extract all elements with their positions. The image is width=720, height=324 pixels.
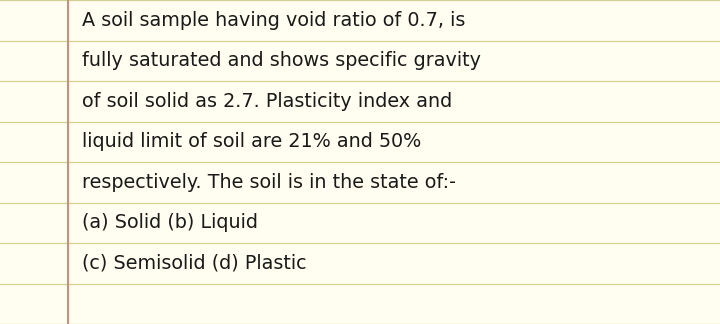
Text: fully saturated and shows specific gravity: fully saturated and shows specific gravi… xyxy=(82,51,481,70)
Text: of soil solid as 2.7. Plasticity index and: of soil solid as 2.7. Plasticity index a… xyxy=(82,92,452,111)
Text: liquid limit of soil are 21% and 50%: liquid limit of soil are 21% and 50% xyxy=(82,132,421,151)
Text: A soil sample having void ratio of 0.7, is: A soil sample having void ratio of 0.7, … xyxy=(82,11,465,30)
Text: (a) Solid (b) Liquid: (a) Solid (b) Liquid xyxy=(82,213,258,232)
Text: (c) Semisolid (d) Plastic: (c) Semisolid (d) Plastic xyxy=(82,254,307,273)
Text: respectively. The soil is in the state of:-: respectively. The soil is in the state o… xyxy=(82,173,456,192)
